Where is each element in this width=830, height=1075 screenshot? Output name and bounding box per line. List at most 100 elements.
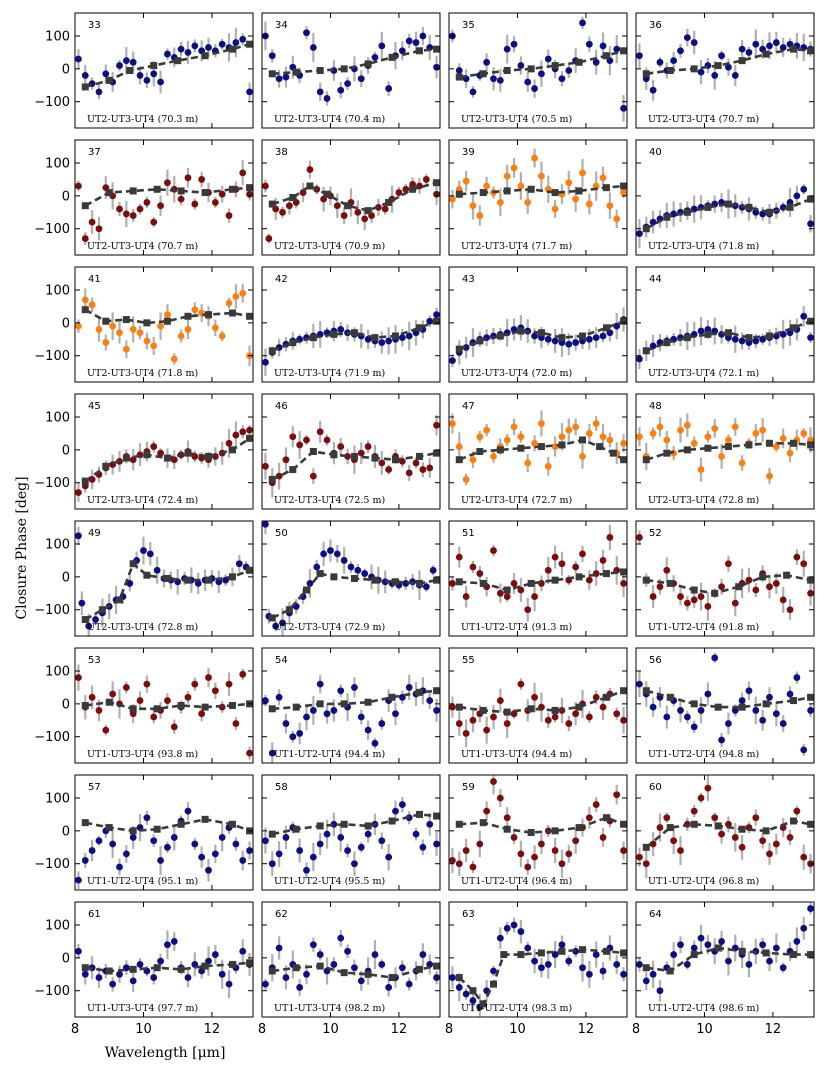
- triangle-label: UT2-UT3-UT4 (72.0 m): [461, 368, 572, 379]
- model-line: [459, 689, 625, 714]
- panel-frame: [635, 393, 815, 510]
- panel-frame: [74, 12, 254, 129]
- triangle-label: UT2-UT3-UT4 (72.8 m): [87, 622, 198, 633]
- model-marker: [364, 970, 372, 978]
- model-marker: [479, 706, 487, 714]
- data-point: [116, 329, 123, 337]
- data-point: [544, 462, 552, 470]
- data-point: [398, 47, 406, 55]
- panel-frame: [74, 139, 254, 256]
- model-marker: [309, 334, 317, 342]
- data-point: [191, 680, 199, 688]
- data-point: [503, 720, 511, 727]
- triangle-label: UT2-UT3-UT4 (70.9 m): [274, 241, 385, 252]
- data-point: [333, 550, 341, 558]
- data-point: [275, 75, 283, 83]
- model-line: [84, 561, 251, 621]
- data-point: [779, 434, 787, 442]
- data-point: [449, 357, 456, 365]
- data-point: [772, 580, 780, 587]
- data-point: [282, 720, 290, 727]
- data-point: [378, 961, 386, 968]
- data-point: [275, 850, 283, 858]
- x-tick-label: 10: [509, 1022, 526, 1037]
- data-point: [793, 192, 801, 200]
- data-point: [344, 80, 351, 88]
- panel-number: 50: [275, 528, 288, 539]
- model-marker: [745, 441, 753, 449]
- data-point: [772, 39, 780, 46]
- data-point: [731, 599, 739, 607]
- data-point: [75, 322, 82, 330]
- data-point: [150, 342, 158, 350]
- panel-data: [262, 929, 440, 997]
- model-marker: [537, 443, 545, 451]
- model-marker: [163, 454, 171, 462]
- triangle-label: UT2-UT3-UT4 (72.7 m): [461, 495, 572, 506]
- model-marker: [81, 964, 89, 972]
- model-marker: [205, 576, 212, 584]
- model-marker: [766, 439, 773, 447]
- data-point: [697, 327, 705, 335]
- data-point: [551, 713, 559, 721]
- model-marker: [392, 578, 399, 586]
- panel-number: 45: [88, 401, 101, 412]
- data-point: [725, 560, 732, 568]
- data-point: [725, 720, 732, 727]
- data-point: [531, 853, 538, 861]
- x-axis-label: Wavelength [μm]: [105, 1045, 226, 1061]
- data-point: [490, 713, 497, 721]
- data-point: [102, 70, 110, 78]
- model-marker: [602, 324, 610, 332]
- data-point: [320, 550, 328, 558]
- model-marker: [330, 451, 338, 459]
- model-marker: [344, 202, 352, 210]
- data-point: [122, 210, 130, 218]
- model-marker: [620, 687, 627, 695]
- data-point: [496, 76, 504, 84]
- data-point: [656, 583, 664, 591]
- panel-frame: [448, 774, 628, 891]
- data-point: [636, 52, 643, 60]
- panel-frame: [635, 901, 815, 1018]
- data-point: [793, 807, 801, 815]
- data-point: [177, 332, 185, 340]
- data-point: [476, 433, 484, 441]
- model-marker: [433, 45, 440, 53]
- data-point: [150, 974, 158, 981]
- panel-frame: [261, 266, 441, 383]
- panel-data: [449, 678, 627, 748]
- data-point: [337, 934, 345, 942]
- data-point: [551, 337, 559, 345]
- y-tick-label: −100: [34, 730, 70, 745]
- data-point: [330, 707, 338, 714]
- triangle-label: UT2-UT3-UT4 (71.8 m): [87, 368, 198, 379]
- data-point: [268, 52, 276, 60]
- model-marker: [724, 443, 732, 451]
- data-point: [565, 720, 573, 727]
- panel-data: [75, 526, 253, 636]
- panel-number: 37: [88, 147, 101, 158]
- y-tick-label: 100: [45, 665, 70, 680]
- data-point: [503, 436, 511, 444]
- model-marker: [268, 200, 276, 208]
- data-point: [92, 616, 99, 623]
- model-marker: [364, 822, 372, 830]
- y-tick-label: 100: [45, 284, 70, 299]
- data-point: [565, 67, 573, 74]
- panel-number: 60: [649, 782, 662, 793]
- data-point: [323, 436, 331, 444]
- data-point: [565, 426, 573, 434]
- model-marker: [704, 203, 712, 211]
- panel-35: 35 UT2-UT3-UT4 (70.5 m): [448, 12, 628, 129]
- panel-frame: [261, 774, 441, 891]
- data-point: [88, 693, 96, 701]
- panel-number: 48: [649, 401, 662, 412]
- model-marker: [228, 820, 236, 828]
- data-point: [752, 586, 760, 594]
- data-point: [663, 814, 671, 822]
- triangle-label: UT2-UT3-UT4 (70.7 m): [87, 241, 198, 252]
- model-marker: [620, 568, 627, 576]
- data-point: [211, 951, 219, 958]
